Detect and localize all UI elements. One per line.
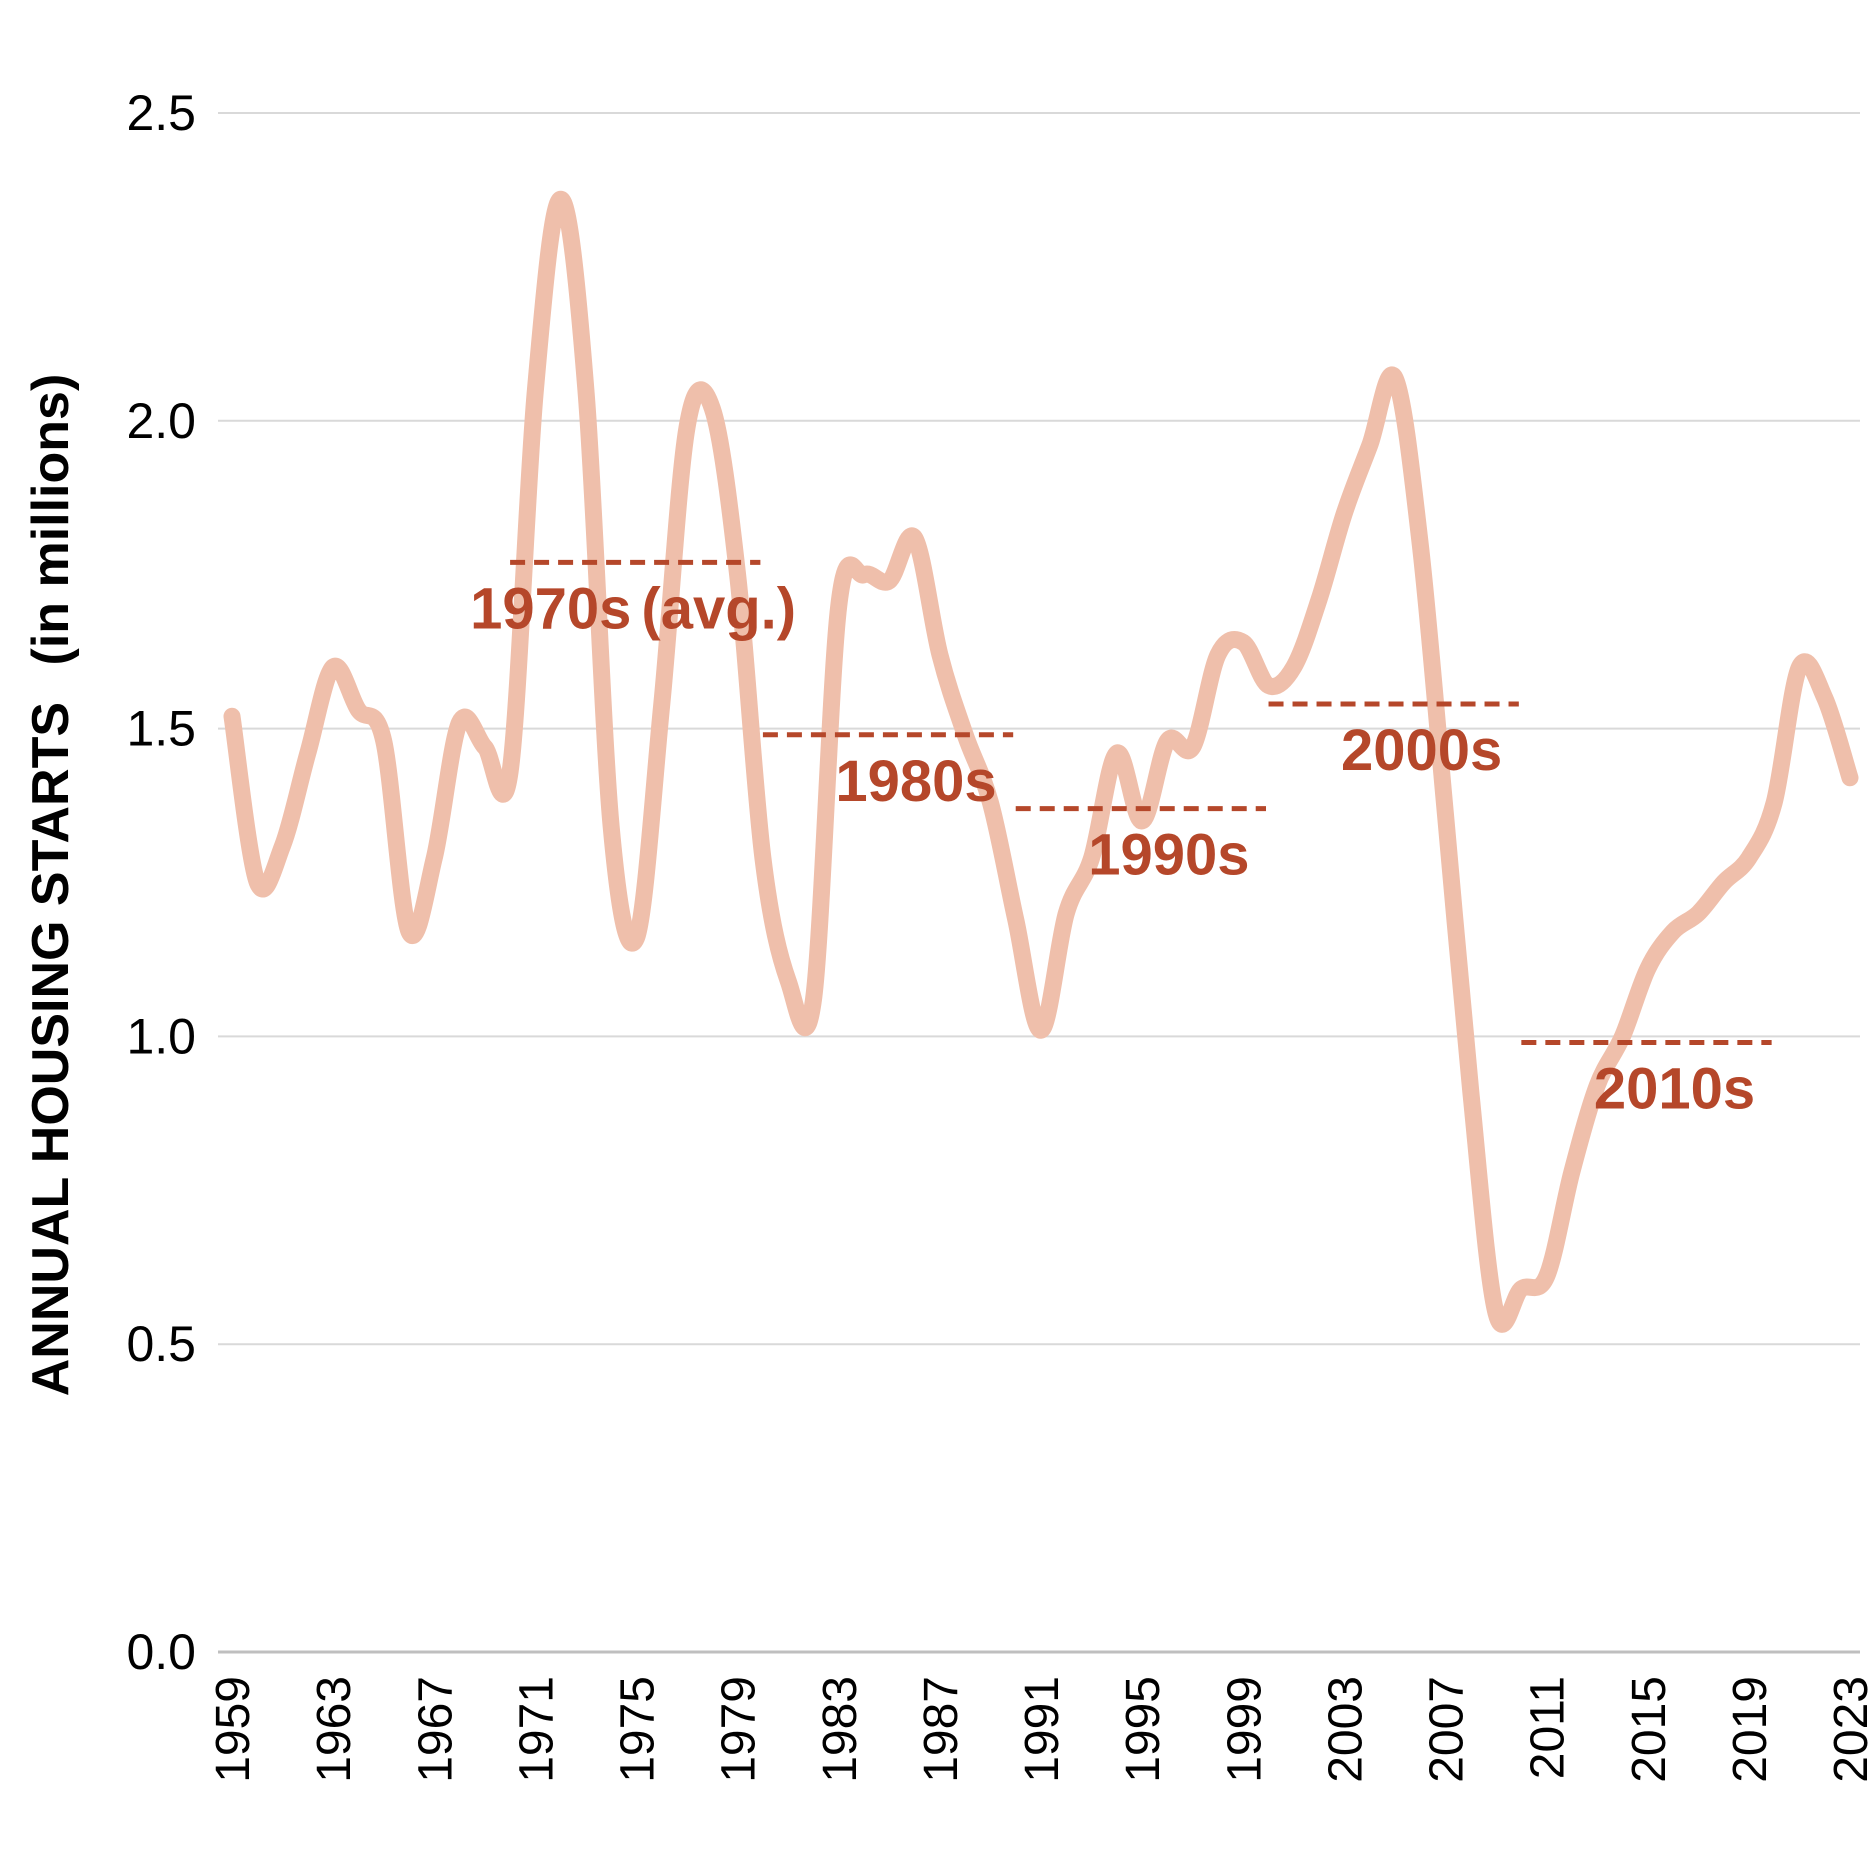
- y-axis-label: ANNUAL HOUSING STARTS (in millions): [22, 374, 80, 1397]
- x-tick-label: 2007: [1421, 1676, 1474, 1783]
- grid-lines: [218, 112, 1860, 1654]
- x-tick-label: 1971: [510, 1676, 563, 1783]
- decade-label-1970s: 1970s (avg.): [470, 576, 796, 641]
- x-tick-label: 2023: [1825, 1676, 1874, 1783]
- y-tick-label: 0.0: [126, 1624, 196, 1680]
- x-tick-label: 1983: [814, 1676, 867, 1783]
- decade-label-2010s: 2010s: [1594, 1057, 1755, 1122]
- x-tick-label: 2019: [1724, 1676, 1777, 1783]
- decade-label-text: 2000s: [1341, 718, 1502, 783]
- decade-averages: 1970s (avg.) 1980s 1990s 2000s 2010s: [470, 559, 1772, 1122]
- x-tick-label: 1999: [1218, 1676, 1271, 1783]
- x-tick-label: 2003: [1319, 1676, 1372, 1783]
- x-tick-label: 1991: [1016, 1676, 1069, 1783]
- y-axis-label-sub: (in millions): [22, 374, 80, 666]
- decade-label-2000s: 2000s: [1341, 718, 1502, 783]
- series-layer: [223, 190, 1859, 1333]
- series-line-0: [223, 190, 1859, 1333]
- x-tick-label: 2015: [1623, 1676, 1676, 1783]
- decade-label-text: 1980s: [835, 749, 996, 814]
- x-tick-label: 1963: [308, 1676, 361, 1783]
- decade-label-text: 1970s: [470, 576, 631, 641]
- x-tick-label: 1967: [409, 1676, 462, 1783]
- decade-label-1990s: 1990s: [1088, 823, 1249, 888]
- y-axis-ticks: 0.0 0.5 1.0 1.5 2.0 2.5: [126, 85, 196, 1680]
- x-tick-label: 1959: [207, 1676, 260, 1783]
- y-tick-label: 1.0: [126, 1008, 196, 1064]
- decade-label-text: 2010s: [1594, 1057, 1755, 1122]
- decade-label-extra: (avg.): [641, 576, 796, 641]
- decade-label-text: 1990s: [1088, 823, 1249, 888]
- x-axis-ticks: 1959 1963 1967 1971 1975 1979 1983 1987 1991 1995…: [207, 1676, 1874, 1783]
- decade-label-1980s: 1980s: [835, 749, 996, 814]
- y-tick-label: 1.5: [126, 701, 196, 757]
- y-tick-label: 2.0: [126, 393, 196, 449]
- y-axis-label-main: ANNUAL HOUSING STARTS: [22, 702, 80, 1396]
- y-tick-label: 2.5: [126, 85, 196, 141]
- y-tick-label: 0.5: [126, 1316, 196, 1372]
- x-tick-label: 1995: [1117, 1676, 1170, 1783]
- x-tick-label: 1975: [612, 1676, 665, 1783]
- x-tick-label: 2011: [1522, 1676, 1575, 1779]
- x-tick-label: 1987: [915, 1676, 968, 1783]
- x-tick-label: 1979: [713, 1676, 766, 1783]
